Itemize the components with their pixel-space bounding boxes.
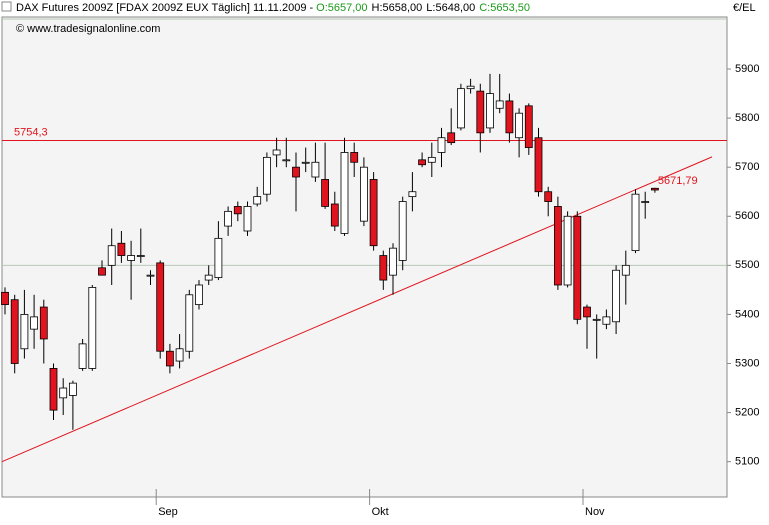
candle-body (612, 269, 620, 323)
candle-body (554, 206, 562, 286)
y-tick-label: 5500 (735, 259, 759, 271)
candle-body (583, 306, 591, 318)
y-tick-label: 5300 (735, 357, 759, 369)
candle-body (233, 206, 242, 215)
candle-body (398, 201, 407, 261)
candle-body (262, 156, 271, 195)
candle-body (98, 267, 106, 276)
candle-body (136, 255, 145, 257)
candle-body (39, 306, 48, 340)
candle-body (340, 152, 349, 234)
candle-body (243, 206, 252, 232)
candle-body (621, 264, 630, 276)
candle-body (156, 262, 165, 352)
candle-body (272, 149, 281, 156)
candle-body (10, 299, 19, 364)
candle-body (592, 318, 601, 321)
candle-body (447, 132, 456, 144)
ohlc-label: L:5648,00 (426, 2, 475, 14)
chart-title: DAX Futures 2009Z [FDAX 2009Z EUX Täglic… (16, 2, 313, 14)
ohlc-label: O:5657,00 (316, 2, 367, 14)
candle-body (107, 245, 116, 266)
candle-body (321, 179, 330, 207)
candle-body (427, 156, 436, 163)
y-tick-label: 5200 (735, 406, 759, 418)
y-tick-label: 5800 (735, 112, 759, 124)
candle-body (495, 100, 504, 109)
candle-body (88, 287, 97, 369)
candle-body (282, 159, 291, 162)
candle-body (146, 274, 155, 277)
candle-body (641, 201, 650, 203)
candle-body (59, 387, 68, 399)
candle-body (389, 247, 397, 276)
candle-body (330, 203, 339, 227)
candle-body (379, 255, 388, 281)
candle-body (224, 210, 233, 227)
candle-body (311, 161, 320, 178)
candle-body (573, 215, 582, 320)
trendline (1, 156, 713, 463)
candle-body (631, 193, 640, 252)
candle-body (437, 137, 446, 153)
candle-body (563, 215, 572, 286)
candle-body (127, 255, 135, 261)
candle-body (651, 187, 659, 191)
y-tick-label: 5100 (735, 456, 759, 468)
copyright: © www.tradesignalonline.com (16, 23, 160, 35)
x-tick-label: Sep (158, 506, 178, 518)
ohlc-label: C:5653,50 (479, 2, 530, 14)
candle-body (253, 196, 262, 205)
candle-body (195, 284, 203, 306)
candle-body (1, 291, 9, 306)
candle-body (476, 90, 485, 134)
trendline-label: 5671,79 (658, 175, 698, 187)
unit-label: €/EL (733, 2, 756, 14)
candle-body (204, 274, 213, 281)
candle-body (505, 100, 514, 134)
y-tick-label: 5900 (735, 63, 759, 75)
candle-body (30, 316, 39, 330)
candle-body (466, 85, 475, 90)
candle-body (78, 343, 87, 369)
candle-body (350, 152, 359, 163)
ohlc-label: H:5658,00 (372, 2, 423, 14)
y-tick-label: 5700 (735, 161, 759, 173)
y-tick-label: 5400 (735, 308, 759, 320)
candle-body (369, 179, 378, 247)
candle-body (486, 93, 494, 129)
resistance-label: 5754,3 (14, 126, 48, 138)
candle-body (544, 191, 553, 202)
candle-body (165, 350, 174, 367)
candle-body (214, 237, 223, 279)
plot-area (1, 16, 728, 498)
candle-body (534, 137, 543, 193)
candle-body (49, 368, 58, 411)
candle-body (69, 382, 77, 396)
candle-body (418, 159, 427, 166)
candle-body (117, 242, 126, 256)
candle-body (185, 294, 194, 352)
candle-body (175, 348, 184, 362)
candle-body (20, 314, 29, 350)
x-tick-label: Okt (372, 506, 389, 518)
candle-body (524, 105, 533, 148)
candle-body (408, 191, 417, 198)
candle-body (602, 316, 611, 325)
menu-icon[interactable] (1, 1, 12, 12)
candle-body (456, 88, 465, 129)
candle-body (292, 166, 300, 178)
candle-body (515, 112, 523, 139)
x-tick-label: Nov (585, 506, 605, 518)
y-tick-label: 5600 (735, 210, 759, 222)
candle-body (301, 161, 310, 164)
candle-body (359, 166, 368, 222)
